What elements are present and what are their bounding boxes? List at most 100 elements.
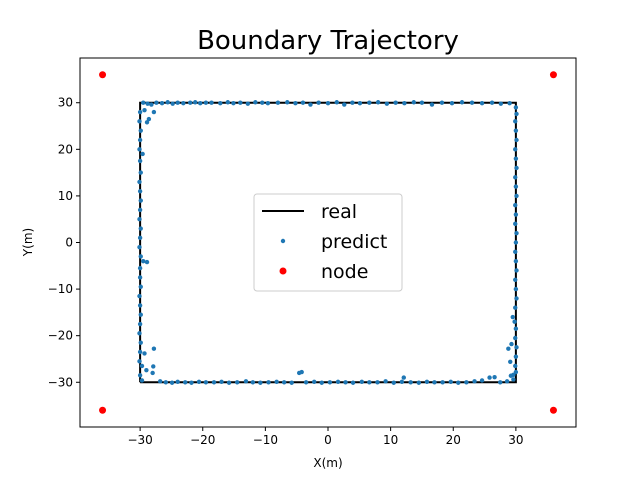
legend-node-swatch (279, 267, 287, 275)
predict-point (472, 379, 477, 384)
predict-point (514, 111, 519, 117)
predict-point (448, 379, 453, 385)
predict-point (137, 373, 143, 378)
y-tick-label: 10 (58, 189, 73, 203)
predict-point (513, 240, 519, 245)
predict-point (169, 380, 175, 385)
predict-point (479, 378, 485, 383)
predict-point (325, 100, 331, 106)
predict-point (513, 203, 518, 208)
predict-point (498, 101, 504, 106)
predict-point (137, 349, 143, 355)
predict-point (513, 369, 519, 375)
predict-point (159, 100, 165, 106)
predict-point (137, 275, 143, 280)
predict-point (514, 268, 519, 273)
predict-point (504, 379, 510, 384)
predict-point (137, 109, 143, 115)
y-tick-label: 20 (58, 142, 73, 156)
predict-point (511, 372, 516, 378)
x-tick-label: −20 (190, 433, 215, 447)
predict-point (137, 137, 143, 143)
predict-point (375, 100, 381, 105)
predict-point (289, 380, 294, 385)
predict-point (137, 244, 142, 250)
predict-point (266, 380, 271, 385)
predict-point (170, 101, 175, 106)
predict-point (513, 326, 519, 331)
predict-point (138, 198, 143, 203)
predict-point (513, 156, 519, 161)
predict-point (383, 379, 388, 384)
predict-point (138, 254, 143, 259)
predict-point (513, 221, 518, 227)
predict-point (226, 380, 232, 385)
predict-point (151, 364, 156, 369)
predict-point (274, 379, 279, 385)
predict-point (138, 312, 143, 317)
predict-point (198, 100, 203, 106)
x-tick-label: 20 (446, 433, 461, 447)
predict-point (513, 184, 519, 189)
predict-point (449, 100, 455, 106)
predict-point (429, 102, 435, 107)
predict-point (514, 193, 519, 199)
predict-point (479, 100, 485, 106)
predict-point (513, 175, 518, 180)
predict-point (513, 286, 519, 292)
predict-point (144, 120, 150, 125)
predict-point (139, 378, 145, 383)
predict-point (137, 265, 143, 271)
predict-point (265, 100, 271, 106)
predict-point (218, 100, 223, 106)
predict-point (154, 100, 159, 105)
predict-point (245, 101, 251, 106)
predict-point (137, 359, 142, 364)
chart-title: Boundary Trajectory (197, 26, 459, 56)
predict-point (513, 363, 518, 369)
predict-point (513, 119, 518, 124)
predict-point (151, 346, 157, 351)
predict-point (350, 380, 356, 385)
predict-point (258, 380, 263, 385)
predict-point (513, 147, 518, 152)
predict-point (319, 380, 324, 385)
predict-point (492, 374, 497, 380)
predict-point (419, 100, 425, 105)
predict-point (513, 335, 518, 341)
predict-point (303, 380, 309, 385)
predict-point (281, 380, 287, 385)
predict-point (139, 363, 145, 369)
y-tick-label: −30 (48, 375, 73, 389)
node-point (549, 406, 557, 414)
predict-point (391, 380, 396, 385)
predict-point (411, 100, 416, 105)
predict-point (513, 277, 518, 282)
predict-point (260, 100, 265, 105)
predict-point (416, 380, 422, 385)
predict-point (514, 296, 519, 301)
predict-point (402, 100, 407, 106)
predict-point (401, 375, 406, 380)
predict-point (367, 100, 372, 105)
predict-point (157, 379, 163, 384)
predict-point (250, 380, 256, 385)
predict-point (137, 158, 143, 164)
x-axis-label: X(m) (313, 456, 342, 470)
legend-node-label: node (321, 261, 368, 283)
predict-point (203, 100, 209, 105)
node-point (99, 406, 107, 414)
predict-point (253, 100, 258, 105)
legend-real-label: real (321, 201, 357, 223)
predict-point (514, 230, 519, 236)
legend-predict-swatch (280, 238, 286, 244)
predict-point (225, 100, 230, 105)
x-tick-label: 0 (324, 433, 332, 447)
predict-point (137, 189, 143, 194)
predict-point (327, 380, 333, 385)
predict-point (137, 217, 142, 222)
predict-point (203, 380, 209, 385)
predict-point (243, 379, 249, 384)
predict-point (459, 100, 465, 105)
predict-point (145, 101, 150, 106)
